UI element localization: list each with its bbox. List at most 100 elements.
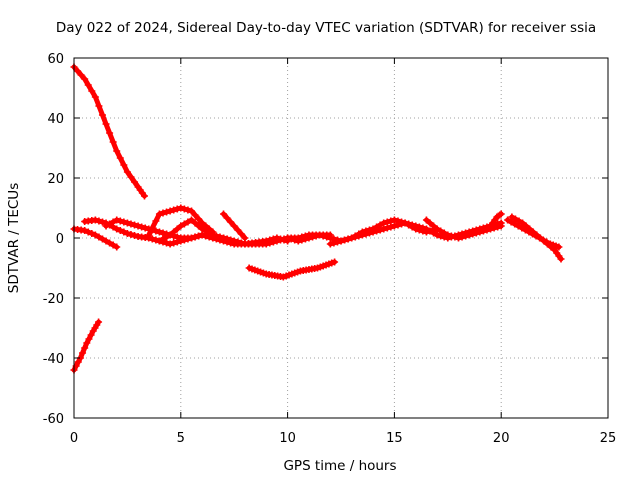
data-point [209,231,217,239]
data-point [298,236,306,244]
data-point [348,234,356,242]
data-point [170,239,178,247]
data-point [191,233,199,241]
data-point [462,232,470,240]
data-point [195,222,203,230]
data-point [447,232,455,240]
data-point [515,217,523,225]
data-point [540,237,548,245]
data-point [555,243,563,251]
data-point [365,229,373,237]
y-tick-label: -20 [43,292,64,307]
data-point [444,231,452,239]
data-point [419,224,427,232]
data-point [358,231,366,239]
data-point [469,230,477,238]
data-point [141,224,149,232]
data-point [223,214,231,222]
y-tick-label: 20 [47,172,64,187]
data-point [373,227,381,235]
data-point [83,339,91,347]
data-point [390,216,398,224]
data-point [116,227,124,234]
data-point [294,237,302,245]
axis-ticks: 0 5 10 15 20 25 -60 -40 -20 0 20 40 60 [43,52,617,446]
data-point [333,238,341,246]
data-point [252,240,260,248]
data-point [383,224,391,232]
data-point [376,226,384,234]
data-point [387,217,395,225]
data-point [472,229,480,237]
data-point [198,219,206,227]
data-point [113,147,121,155]
data-point [465,231,473,239]
data-point [95,233,103,241]
series-trace-13 [487,210,505,230]
data-point [113,216,121,224]
x-tick-label: 20 [493,431,510,446]
data-point [148,224,156,232]
data-point [380,219,388,227]
data-point [422,216,430,224]
data-point [380,225,388,233]
y-tick-label: 0 [56,232,64,247]
y-tick-label: -40 [43,352,64,367]
data-point [98,111,106,119]
data-point [184,218,192,226]
data-point [220,234,228,242]
data-point [216,233,224,241]
data-point [522,222,530,230]
data-point [106,239,114,247]
data-point [426,227,434,235]
data-point [152,217,160,225]
data-point [508,213,516,221]
data-point [120,228,128,236]
data-point [131,178,139,186]
data-point [504,216,512,224]
data-point [536,234,544,242]
data-point [331,258,339,266]
data-point [85,335,93,343]
data-point [120,161,128,169]
data-point [557,255,565,263]
data-point [497,210,505,218]
data-point [543,240,551,248]
x-tick-label: 5 [177,431,185,446]
data-point [191,219,199,227]
data-point [262,240,270,248]
y-axis-label: SDTVAR / TECUs [6,183,22,293]
data-point [191,211,199,219]
data-point [120,218,128,226]
data-point [305,234,313,242]
data-point [116,217,124,225]
data-point [430,229,438,237]
data-point [81,75,89,83]
data-point [148,235,156,243]
data-point [234,226,242,234]
data-point [291,236,299,244]
data-point [116,154,124,162]
data-point [109,218,117,226]
data-point [344,235,352,243]
data-point [408,221,416,229]
data-point [127,220,135,228]
data-point [113,243,121,251]
data-point [145,231,153,239]
data-point [309,233,317,241]
data-point [138,223,146,231]
data-point [415,223,423,231]
x-tick-label: 10 [279,431,296,446]
data-point [159,229,167,237]
data-point [422,225,430,233]
data-point [184,206,192,214]
data-point [430,222,438,230]
data-point [166,231,174,239]
data-point [401,219,409,227]
data-point [180,205,188,213]
data-point [330,239,338,247]
data-point [276,236,284,244]
data-point [159,209,167,217]
data-point [223,235,231,243]
